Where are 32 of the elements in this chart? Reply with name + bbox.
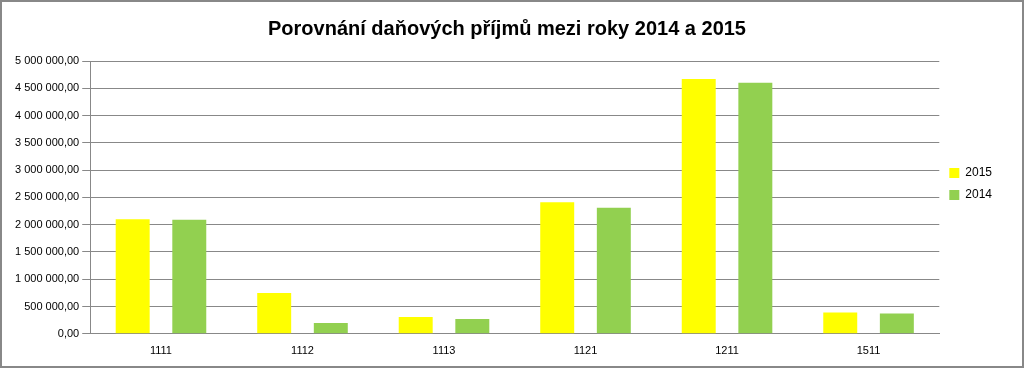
bar	[455, 319, 490, 334]
y-tick-label: 5 000 000,00	[14, 54, 80, 67]
bar	[879, 313, 914, 334]
bar	[681, 79, 716, 334]
y-tick-label: 2 000 000,00	[14, 217, 80, 230]
y-tick-label: 4 500 000,00	[14, 81, 80, 94]
legend-label: 2014	[965, 187, 993, 202]
bar	[115, 219, 150, 334]
x-tick-label: 1211	[715, 344, 739, 357]
bar	[596, 207, 631, 334]
x-tick-label: 1113	[432, 344, 456, 357]
chart-title: Porovnání daňových příjmů mezi roky 2014 a 2015	[268, 16, 746, 39]
y-tick-label: 1 000 000,00	[14, 272, 80, 285]
bar	[172, 219, 207, 334]
y-tick-label: 500 000,00	[24, 299, 80, 312]
bar	[540, 202, 575, 334]
y-tick-label: 4 000 000,00	[14, 108, 80, 121]
y-tick-label: 2 500 000,00	[14, 190, 80, 203]
x-tick-label: 1111	[149, 344, 172, 357]
bar	[398, 316, 433, 334]
legend-label: 2015	[965, 165, 993, 180]
bar	[823, 312, 858, 334]
x-tick-label: 1112	[291, 344, 314, 357]
y-tick-label: 3 000 000,00	[14, 163, 80, 176]
bar	[313, 322, 348, 334]
bar	[257, 292, 292, 334]
y-tick-label: 3 500 000,00	[14, 135, 80, 148]
x-tick-label: 1121	[573, 344, 598, 357]
x-tick-label: 1511	[856, 344, 881, 357]
y-tick-label: 1 500 000,00	[14, 244, 80, 257]
y-tick-label: 0,00	[57, 326, 80, 339]
bar	[738, 82, 773, 334]
